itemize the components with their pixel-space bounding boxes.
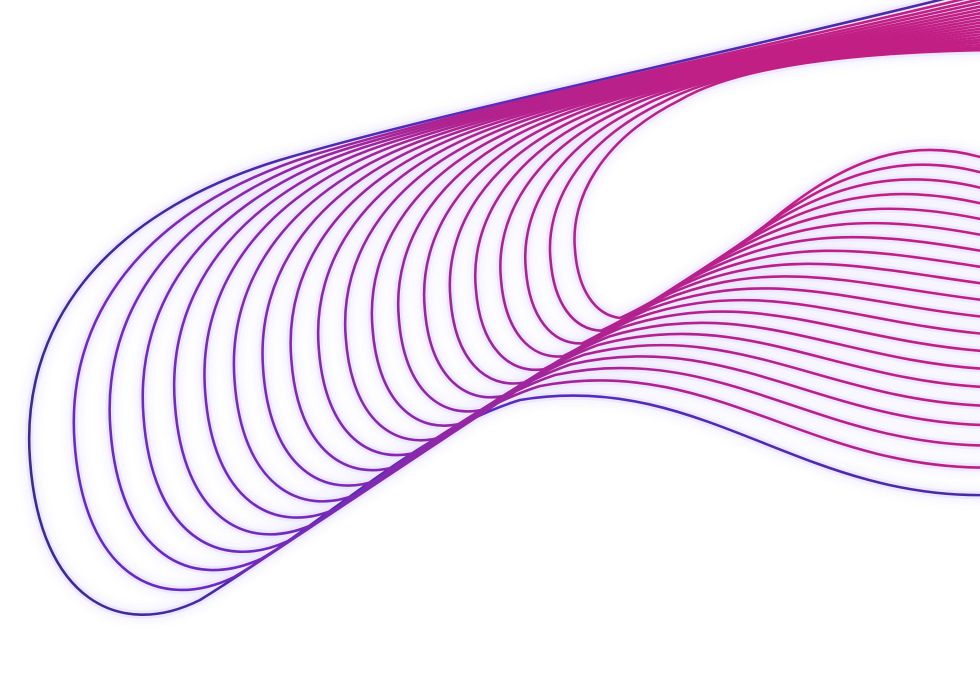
wave-line xyxy=(523,43,980,345)
wave-line xyxy=(448,35,980,385)
wave-line xyxy=(261,15,980,487)
wave-line xyxy=(27,0,980,616)
wave-line xyxy=(108,0,980,572)
wave-line xyxy=(473,38,980,372)
wave-line xyxy=(343,24,980,442)
wave-line xyxy=(172,5,980,536)
wave-lines xyxy=(27,0,980,616)
wave-line xyxy=(289,18,980,472)
wave-line xyxy=(141,1,980,554)
wave-line xyxy=(499,41,980,358)
wave-glow xyxy=(105,0,980,575)
wave-line xyxy=(573,48,980,320)
wave-line xyxy=(370,27,980,427)
wave-line xyxy=(232,11,980,503)
wave-line xyxy=(316,21,980,457)
wave-line xyxy=(203,8,980,519)
wave-line xyxy=(72,0,980,592)
wave-line xyxy=(548,46,980,333)
wave-line xyxy=(422,33,980,399)
wave-line xyxy=(396,30,980,413)
